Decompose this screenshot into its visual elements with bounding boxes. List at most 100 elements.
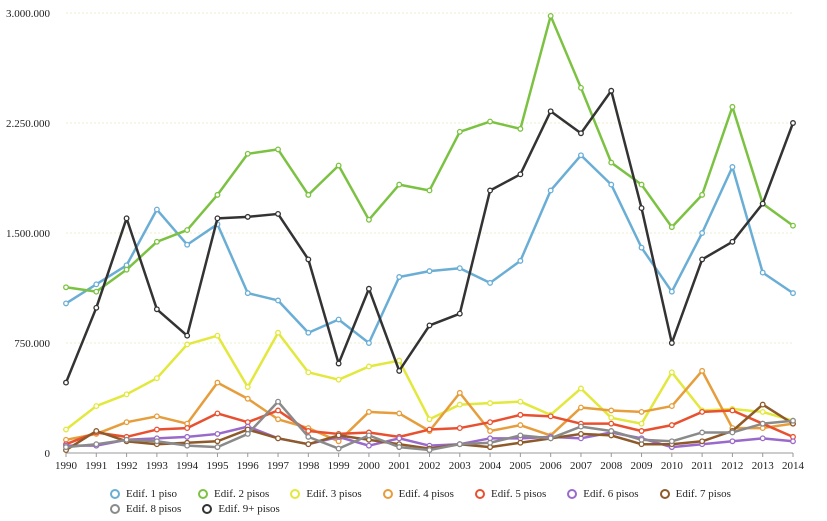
x-tick-label: 2005 bbox=[509, 460, 532, 472]
data-point bbox=[275, 416, 281, 423]
data-point bbox=[759, 408, 766, 415]
data-point bbox=[365, 340, 372, 346]
data-point bbox=[93, 403, 100, 410]
data-point bbox=[456, 425, 463, 432]
data-point bbox=[396, 435, 403, 442]
data-point bbox=[456, 128, 463, 135]
data-point bbox=[275, 435, 281, 442]
data-point bbox=[790, 290, 796, 297]
data-point bbox=[456, 441, 463, 448]
data-point bbox=[638, 428, 645, 434]
series-edif-9-pisos bbox=[63, 87, 796, 386]
data-point bbox=[214, 379, 221, 386]
series-lines bbox=[63, 12, 796, 454]
data-point bbox=[63, 379, 69, 386]
data-point bbox=[153, 206, 160, 213]
data-point bbox=[729, 238, 736, 245]
data-point bbox=[305, 369, 312, 376]
data-point bbox=[153, 413, 160, 420]
legend-label: Edif. 8 pisos bbox=[126, 502, 182, 515]
data-point bbox=[184, 332, 191, 339]
x-tick-label: 1996 bbox=[237, 460, 260, 472]
data-point bbox=[759, 420, 766, 427]
data-point bbox=[790, 120, 796, 126]
data-point bbox=[517, 398, 524, 405]
data-point bbox=[699, 367, 706, 374]
data-point bbox=[305, 433, 312, 440]
legend-item[interactable]: Edif. 9+ pisos bbox=[202, 503, 280, 515]
data-point bbox=[214, 438, 221, 445]
data-point bbox=[244, 150, 251, 157]
data-point bbox=[123, 215, 130, 222]
data-point bbox=[729, 429, 736, 436]
data-point bbox=[699, 230, 706, 236]
data-point bbox=[790, 222, 796, 229]
data-point bbox=[275, 407, 281, 414]
data-point bbox=[365, 442, 372, 449]
data-point bbox=[275, 329, 281, 336]
data-point bbox=[275, 210, 281, 217]
legend-item[interactable]: Edif. 4 pisos bbox=[382, 487, 454, 500]
data-point bbox=[487, 439, 494, 446]
data-point bbox=[214, 444, 221, 451]
x-tick-label: 2002 bbox=[419, 460, 441, 472]
series-edif-2-pisos bbox=[63, 12, 796, 295]
data-point bbox=[244, 395, 251, 402]
data-point bbox=[759, 401, 766, 408]
legend-item[interactable]: Edif. 6 pisos bbox=[567, 488, 639, 500]
data-point bbox=[426, 426, 433, 433]
data-point bbox=[335, 360, 342, 367]
legend-marker bbox=[110, 488, 120, 499]
data-point bbox=[244, 430, 251, 437]
x-tick-label: 2001 bbox=[388, 460, 410, 472]
data-point bbox=[214, 191, 221, 198]
legend-marker bbox=[202, 503, 213, 514]
x-tick-label: 2012 bbox=[721, 460, 743, 472]
legend-row: Edif. 8 pisos Edif. 9+ pisos bbox=[110, 501, 790, 516]
data-point bbox=[608, 87, 615, 94]
data-point bbox=[759, 200, 766, 207]
legend: Edif. 1 piso Edif. 2 pisos Edif. 3 pisos Ed… bbox=[110, 486, 790, 516]
data-point bbox=[608, 159, 615, 166]
series-line bbox=[65, 14, 794, 293]
data-point bbox=[699, 408, 706, 415]
legend-item[interactable]: Edif. 5 pisos bbox=[474, 488, 546, 500]
data-point bbox=[638, 205, 645, 212]
data-point bbox=[729, 103, 736, 110]
data-point bbox=[668, 288, 675, 295]
legend-item[interactable]: Edif. 1 piso bbox=[110, 488, 177, 500]
legend-item[interactable]: Edif. 2 pisos bbox=[198, 488, 269, 500]
data-point bbox=[729, 407, 736, 414]
data-point bbox=[396, 410, 403, 417]
data-point bbox=[396, 444, 403, 451]
legend-label: Edif. 4 pisos bbox=[398, 487, 454, 500]
data-point bbox=[699, 191, 706, 198]
data-point bbox=[335, 376, 342, 383]
data-point bbox=[608, 407, 615, 414]
legend-item[interactable]: Edif. 3 pisos bbox=[290, 488, 362, 500]
legend-item[interactable]: Edif. 8 pisos bbox=[110, 503, 181, 515]
x-axis-ticks: 1990 1991 1992 1993 1994 1995 1996 1997 1998 1999… bbox=[55, 453, 805, 472]
data-point bbox=[699, 256, 706, 263]
data-point bbox=[244, 290, 251, 297]
data-point bbox=[153, 426, 160, 433]
data-point bbox=[578, 430, 584, 437]
data-point bbox=[335, 445, 342, 452]
data-point bbox=[123, 266, 130, 273]
data-point bbox=[153, 438, 160, 445]
data-point bbox=[547, 108, 554, 115]
data-point bbox=[63, 444, 69, 451]
data-point bbox=[123, 419, 130, 426]
data-point bbox=[790, 438, 796, 445]
data-point bbox=[578, 385, 584, 392]
x-tick-label: 1995 bbox=[206, 460, 229, 472]
data-point bbox=[305, 428, 312, 434]
data-point bbox=[184, 433, 191, 440]
legend-item[interactable]: Edif. 7 pisos bbox=[659, 487, 731, 500]
series-line bbox=[65, 331, 794, 431]
data-point bbox=[547, 435, 554, 442]
data-point bbox=[365, 432, 372, 439]
legend-label: Edif. 7 pisos bbox=[675, 487, 731, 500]
data-point bbox=[275, 398, 281, 405]
